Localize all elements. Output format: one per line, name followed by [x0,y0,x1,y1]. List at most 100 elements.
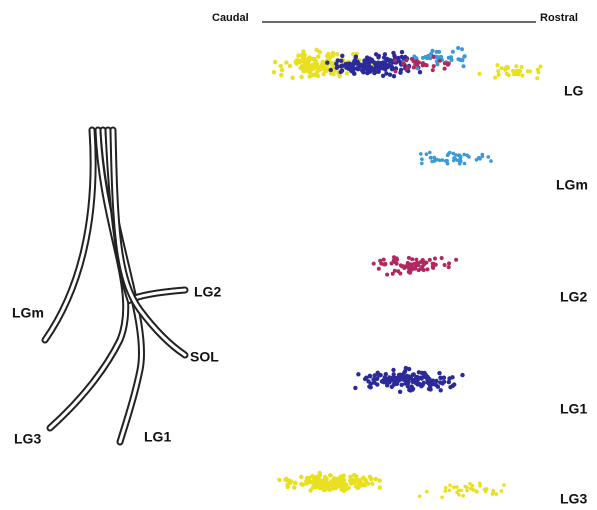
dot [377,478,382,483]
dot [382,52,388,57]
dot [365,69,371,74]
dot [346,485,351,491]
dot [429,155,433,160]
dot [427,257,432,262]
dot [392,268,397,273]
dot [393,58,397,63]
dot [502,483,506,487]
dot [319,64,324,70]
row-label: LG [564,83,584,99]
dot [285,482,290,487]
dot [389,384,394,389]
nerve-label: LG2 [194,284,221,300]
dot [339,58,344,63]
dot [439,256,444,260]
dot [410,257,415,262]
dot [514,64,519,69]
dot [428,56,433,61]
dot [527,69,532,74]
dot [420,61,425,66]
dot [384,56,390,61]
dot [425,489,429,494]
dot [328,473,333,478]
dot [353,484,359,489]
dot [431,64,436,69]
dot [309,479,314,485]
dot [321,71,326,77]
dot [419,152,423,156]
dot [484,487,489,491]
dot [535,67,540,72]
dot [319,483,324,488]
dot [361,475,366,480]
dot [362,64,368,69]
dot [273,59,278,65]
dot [294,61,299,66]
dot [323,487,328,492]
nerve-diagram [41,126,189,446]
dot [304,475,310,481]
dot [406,255,411,260]
dot [353,54,359,59]
dot [339,64,344,69]
dot [415,66,420,71]
dot [403,365,409,371]
dot [419,376,424,381]
dot [458,156,463,161]
dot [334,52,340,57]
dot [271,70,277,75]
dot [465,153,470,158]
dot [386,62,391,68]
dot [538,64,543,69]
dot [415,59,419,64]
dot [404,264,409,269]
dot [440,158,445,162]
dot [381,257,386,262]
dot [439,375,444,381]
dot [407,374,412,379]
dot [448,483,452,488]
dot [435,62,440,67]
dot [354,474,359,479]
dot [442,66,447,71]
dot [495,63,500,68]
dot [284,60,289,65]
dot [344,65,349,70]
dot [302,52,307,58]
dot [293,480,298,486]
dot [462,161,467,166]
dot [440,381,445,386]
nerve-label: SOL [190,349,219,365]
dot [350,477,355,483]
dot [425,380,430,385]
dot [376,266,381,271]
dot [425,267,430,272]
dot [316,54,321,59]
dot [396,269,401,274]
dot [437,58,442,63]
dot [383,376,389,382]
dot [312,481,317,486]
dot [324,476,329,482]
dot [310,485,316,490]
dot [415,62,420,67]
row-label: LG3 [560,491,587,507]
dot [455,485,459,489]
dot [376,55,381,60]
dot [408,268,413,273]
dot [452,156,456,160]
dot [460,47,464,52]
dot [301,69,306,74]
dot [391,258,396,263]
dot [312,64,317,70]
dot [301,49,306,54]
dot [279,72,284,78]
dot [364,375,369,380]
dot [433,256,437,261]
dot [338,475,343,480]
dot [370,481,375,486]
dot [411,65,416,70]
dot [427,377,432,382]
dot [437,370,442,376]
